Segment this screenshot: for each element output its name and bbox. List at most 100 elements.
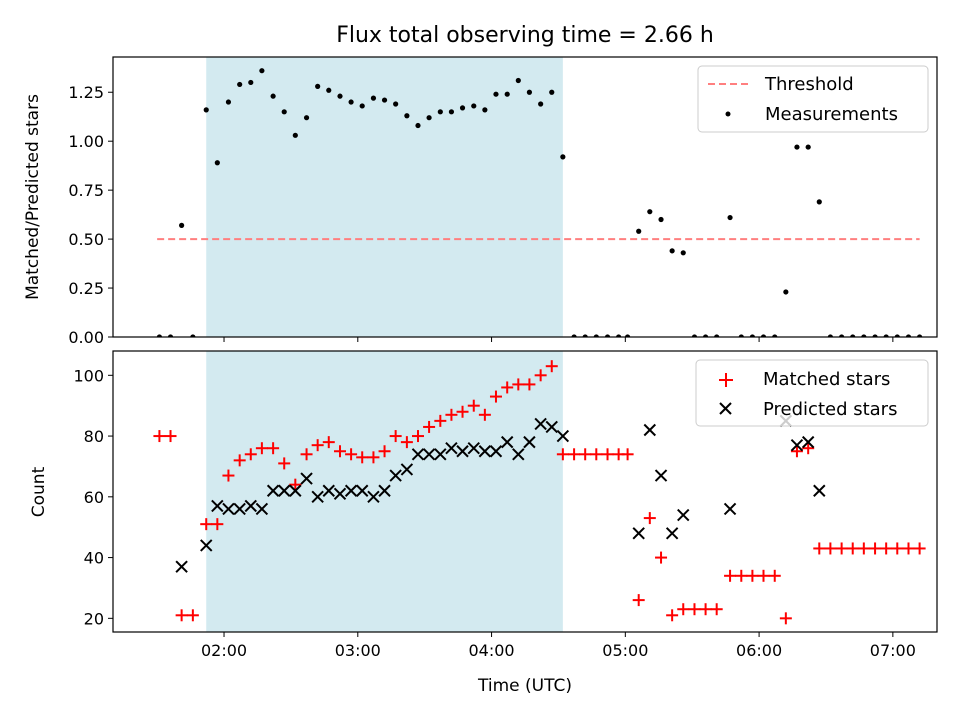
measurement-point [604, 334, 611, 337]
predicted-star-point [233, 502, 246, 516]
matched-star-point [233, 454, 246, 467]
y-tick-label: 1.00 [68, 132, 104, 151]
legend-threshold-label: Threshold [764, 74, 854, 95]
matched-star-point [835, 542, 848, 555]
matched-star-point [857, 542, 870, 555]
matched-star-point [710, 603, 723, 616]
predicted-star-point [677, 508, 690, 522]
matched-star-point [802, 442, 815, 455]
measurement-point [714, 334, 720, 337]
matched-star-point [757, 569, 770, 582]
y-tick-label: 0.50 [68, 230, 104, 249]
bottom-axes-frame [112, 350, 938, 633]
matched-star-point [545, 360, 558, 373]
measurement-point [772, 334, 778, 337]
measurement-point [237, 81, 243, 88]
predicted-star-point [389, 469, 402, 482]
predicted-star-point [244, 499, 257, 513]
matched-star-point [824, 542, 837, 555]
matched-star-point [300, 448, 313, 461]
predicted-star-point [801, 435, 815, 449]
top-y-ticks: 0.00 0.25 0.50 0.75 1.00 1.25 [68, 83, 113, 347]
matched-star-point [367, 451, 380, 464]
x-tick-label: 05:00 [602, 641, 648, 660]
legend-predicted-swatch [719, 402, 732, 415]
predicted-star-point [545, 420, 558, 434]
predicted-star-point [445, 442, 458, 455]
matched-star-point [891, 542, 904, 555]
predicted-star-point [211, 499, 224, 513]
bottom-y-axis-label: Count [29, 466, 49, 517]
predicted-star-point [333, 487, 347, 500]
bottom-axes: 20 40 60 80 100 02:00 03:00 04:00 05:00 06:00 07:… [29, 350, 938, 696]
predicted-star-point [311, 490, 324, 504]
y-tick-label: 0.25 [68, 279, 104, 298]
matched-star-point [724, 569, 737, 582]
measurement-point [560, 154, 566, 160]
predicted-star-point [632, 527, 645, 540]
matched-star-point [267, 442, 280, 455]
matched-star-point [501, 381, 514, 394]
measurement-point [593, 334, 599, 337]
matched-star-point [186, 609, 199, 622]
y-tick-label: 60 [84, 488, 104, 507]
predicted-star-point [175, 560, 188, 573]
matched-star-point [411, 430, 424, 443]
measurement-point [348, 99, 354, 105]
measurement-point [647, 209, 653, 215]
y-tick-label: 0.75 [68, 181, 104, 200]
predicted-star-point [467, 442, 480, 455]
measurement-point [303, 115, 310, 121]
matched-star-point [579, 448, 592, 461]
measurement-point [669, 248, 675, 254]
matched-star-point [489, 390, 502, 403]
measurement-point [783, 289, 789, 295]
measurement-point [404, 113, 410, 119]
measurement-point [515, 77, 521, 84]
measurement-point [504, 91, 510, 97]
matched-star-point [423, 420, 436, 433]
measurement-point [448, 109, 455, 115]
x-tick-label: 06:00 [736, 641, 782, 660]
x-axis-label: Time (UTC) [477, 676, 572, 696]
matched-star-point [869, 542, 882, 555]
matched-star-point [345, 448, 358, 461]
matched-star-point [779, 612, 792, 625]
measurement-point [624, 334, 631, 337]
matched-star-point [902, 542, 915, 555]
measurement-point [259, 68, 265, 74]
matched-star-point [400, 436, 413, 449]
measurement-point [248, 79, 254, 86]
predicted-star-point [813, 484, 826, 497]
matched-star-point [699, 603, 712, 616]
measurement-point [167, 334, 174, 337]
predicted-star-point [278, 484, 291, 497]
matched-star-point [512, 378, 525, 391]
matched-star-point [846, 542, 859, 555]
measurement-point [426, 115, 432, 121]
y-tick-label: 1.25 [68, 83, 104, 102]
matched-star-point [289, 478, 302, 491]
predicted-star-point [512, 448, 525, 461]
measurement-point [471, 103, 477, 109]
matched-star-point [790, 445, 803, 458]
x-tick-label: 07:00 [870, 641, 916, 660]
matched-star-point [200, 518, 213, 531]
measurement-point [526, 89, 533, 95]
matched-star-point [356, 451, 369, 464]
predicted-star-point [355, 484, 369, 497]
matched-star-point [153, 430, 166, 443]
x-tick-label: 02:00 [201, 641, 247, 660]
legend-measurements-swatch [725, 111, 731, 117]
measurement-point [437, 109, 443, 115]
measurement-point [917, 334, 923, 337]
measurement-point [190, 334, 196, 337]
measurement-point [905, 334, 912, 337]
matched-star-point [913, 542, 926, 555]
bottom-x-ticks: 02:00 03:00 04:00 05:00 06:00 07:00 [201, 632, 916, 660]
measurement-point [225, 99, 232, 105]
matched-star-point [175, 609, 188, 622]
measurement-point [292, 132, 298, 138]
matched-star-point [334, 445, 347, 458]
